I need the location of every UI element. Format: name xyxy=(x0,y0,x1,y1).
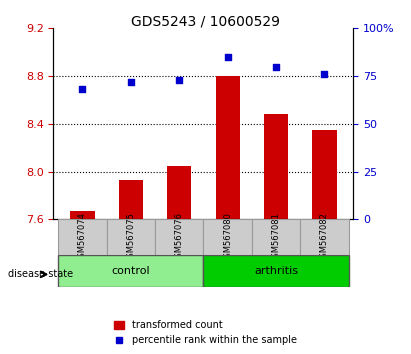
Text: GSM567075: GSM567075 xyxy=(126,212,135,263)
Point xyxy=(176,77,182,83)
FancyBboxPatch shape xyxy=(252,219,300,255)
Bar xyxy=(264,114,288,219)
Bar xyxy=(215,76,240,219)
Text: GDS5243 / 10600529: GDS5243 / 10600529 xyxy=(131,14,280,28)
Text: GSM567080: GSM567080 xyxy=(223,212,232,263)
FancyBboxPatch shape xyxy=(300,219,349,255)
Text: arthritis: arthritis xyxy=(254,266,298,276)
Point xyxy=(127,79,134,85)
FancyBboxPatch shape xyxy=(155,219,203,255)
Legend: transformed count, percentile rank within the sample: transformed count, percentile rank withi… xyxy=(111,316,300,349)
Point xyxy=(273,64,279,69)
Point xyxy=(79,87,86,92)
FancyBboxPatch shape xyxy=(203,219,252,255)
Bar xyxy=(70,211,95,219)
FancyBboxPatch shape xyxy=(107,219,155,255)
Text: disease state: disease state xyxy=(8,269,73,279)
Bar xyxy=(312,130,337,219)
Point xyxy=(224,54,231,60)
Text: GSM567074: GSM567074 xyxy=(78,212,87,263)
Text: control: control xyxy=(111,266,150,276)
FancyBboxPatch shape xyxy=(58,255,203,287)
FancyBboxPatch shape xyxy=(58,219,107,255)
Bar xyxy=(167,166,192,219)
Point xyxy=(321,72,328,77)
Text: GSM567081: GSM567081 xyxy=(272,212,281,263)
FancyBboxPatch shape xyxy=(203,255,349,287)
Text: GSM567082: GSM567082 xyxy=(320,212,329,263)
Text: GSM567076: GSM567076 xyxy=(175,212,184,263)
Bar xyxy=(119,180,143,219)
